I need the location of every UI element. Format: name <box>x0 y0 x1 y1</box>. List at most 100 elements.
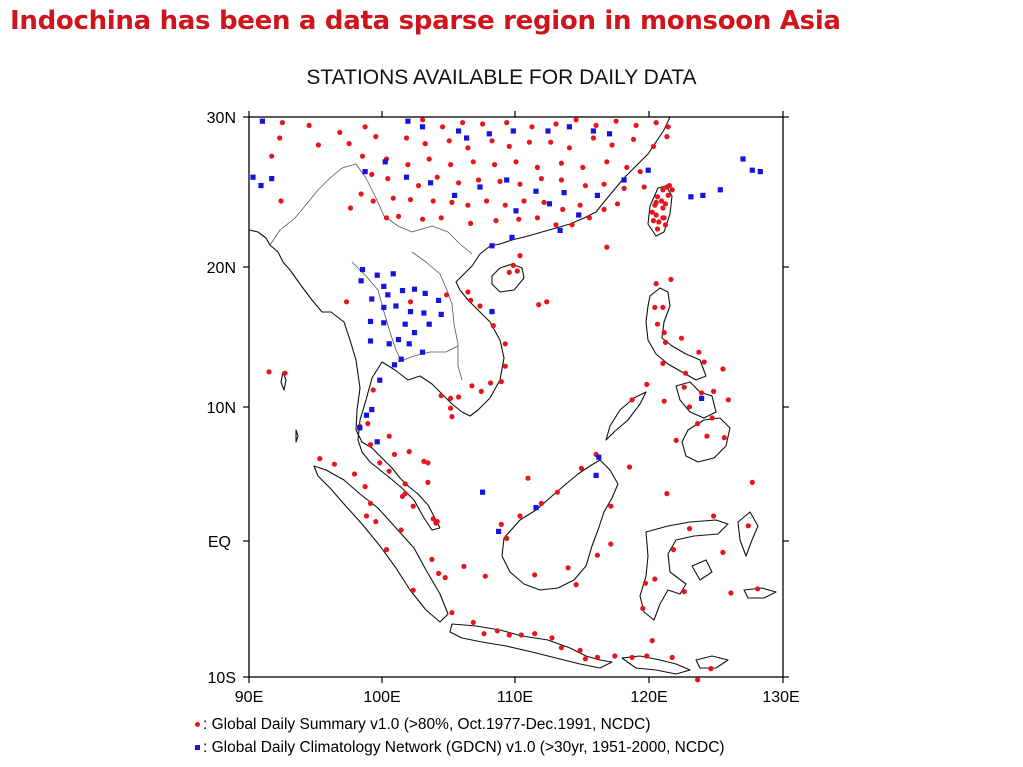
gsod-station-marker <box>521 198 527 204</box>
gsod-station-marker <box>548 139 554 145</box>
gdcn-station-marker <box>504 177 510 183</box>
gdcn-station-marker <box>533 188 539 194</box>
gdcn-station-marker <box>411 286 418 292</box>
gdcn-station-marker <box>377 377 383 383</box>
gsod-station-marker <box>641 184 647 190</box>
gsod-station-marker <box>704 433 710 439</box>
gdcn-station-marker <box>688 194 694 200</box>
gsod-station-marker <box>681 384 687 390</box>
gsod-station-marker <box>469 383 475 389</box>
gdcn-station-marker <box>363 412 370 418</box>
gsod-station-marker <box>456 394 462 400</box>
gsod-station-marker <box>660 304 666 310</box>
gsod-station-marker <box>755 586 761 592</box>
gsod-station-marker <box>745 523 751 529</box>
gdcn-station-marker <box>358 278 364 284</box>
gdcn-station-marker <box>749 167 755 173</box>
gsod-station-marker <box>343 299 350 305</box>
gsod-station-marker <box>586 215 593 221</box>
gdcn-station-marker <box>385 292 391 298</box>
gdcn-station-marker <box>422 290 428 296</box>
gsod-station-marker <box>573 582 579 588</box>
gsod-station-marker <box>720 549 726 556</box>
gdcn-station-marker <box>374 439 380 445</box>
gsod-station-marker <box>383 215 390 221</box>
gsod-station-marker <box>436 570 442 577</box>
gsod-station-marker <box>538 176 545 182</box>
gsod-station-marker <box>532 631 538 637</box>
gsod-station-marker <box>720 366 726 372</box>
gsod-station-marker <box>461 563 467 570</box>
gsod-station-marker <box>686 404 693 410</box>
gsod-station-marker <box>306 122 312 128</box>
gsod-station-marker <box>449 199 455 205</box>
gsod-station-marker <box>504 120 510 126</box>
gsod-station-marker <box>448 162 454 168</box>
gsod-station-marker <box>673 437 679 443</box>
lon-label: 110E <box>497 689 533 706</box>
gsod-station-marker <box>367 442 374 448</box>
gsod-station-marker <box>544 299 550 305</box>
gsod-station-marker <box>470 159 476 165</box>
gsod-station-marker <box>477 303 483 309</box>
gsod-station-marker <box>662 222 669 228</box>
gsod-station-marker <box>642 580 649 586</box>
gdcn-station-marker <box>699 395 705 401</box>
gsod-station-marker <box>650 143 657 149</box>
gsod-station-marker <box>558 645 565 651</box>
lat-label: 30N <box>207 110 236 127</box>
gsod-station-marker <box>609 142 615 148</box>
gsod-station-marker <box>534 215 541 221</box>
gsod-station-marker <box>406 449 412 455</box>
gdcn-station-marker <box>357 425 363 431</box>
gsod-station-marker <box>653 281 659 287</box>
gsod-station-marker <box>629 654 635 661</box>
gsod-station-marker <box>711 513 717 519</box>
gdcn-station-marker <box>590 128 596 134</box>
gsod-station-marker <box>630 136 637 142</box>
gsod-station-marker <box>446 138 452 144</box>
gsod-station-marker <box>460 120 466 126</box>
gsod-station-marker <box>660 187 666 193</box>
gsod-station-marker <box>532 572 538 578</box>
gdcn-station-marker <box>382 159 388 165</box>
gsod-station-marker <box>534 164 541 170</box>
gsod-station-marker <box>612 653 618 659</box>
gsod-station-marker <box>502 341 508 347</box>
gsod-station-marker <box>390 195 396 201</box>
gsod-station-marker <box>569 222 575 228</box>
gsod-station-marker <box>358 191 364 197</box>
gsod-station-marker <box>664 134 670 140</box>
gdcn-station-marker <box>489 243 495 249</box>
gsod-station-marker <box>386 468 392 474</box>
gsod-station-marker <box>613 118 619 124</box>
gdcn-station-marker <box>545 128 551 134</box>
gsod-station-marker <box>709 415 715 421</box>
gsod-station-marker <box>506 269 512 275</box>
gsod-station-marker <box>654 194 661 200</box>
gdcn-station-marker <box>566 124 572 130</box>
gsod-station-marker <box>383 547 390 553</box>
gsod-station-marker <box>708 666 714 672</box>
gsod-station-marker <box>626 464 633 470</box>
gsod-station-marker <box>506 632 512 638</box>
gsod-station-marker <box>438 393 444 399</box>
gsod-station-marker <box>425 479 431 485</box>
gsod-station-marker <box>493 218 499 224</box>
gsod-station-marker <box>410 587 416 593</box>
gsod-station-marker <box>403 135 410 141</box>
map-ticks <box>243 111 789 683</box>
gsod-station-marker <box>444 292 450 298</box>
gsod-station-marker <box>662 201 669 207</box>
gsod-station-marker <box>337 129 343 135</box>
gdcn-station-marker <box>533 505 539 511</box>
gsod-station-marker <box>365 421 371 427</box>
gsod-station-marker <box>590 135 597 141</box>
gsod-station-marker <box>664 491 670 497</box>
gdcn-station-marker <box>717 187 723 193</box>
gdcn-station-marker <box>576 212 582 218</box>
gsod-station-marker <box>536 302 542 308</box>
gsod-station-marker <box>560 206 566 212</box>
gdcn-station-marker <box>546 201 552 207</box>
